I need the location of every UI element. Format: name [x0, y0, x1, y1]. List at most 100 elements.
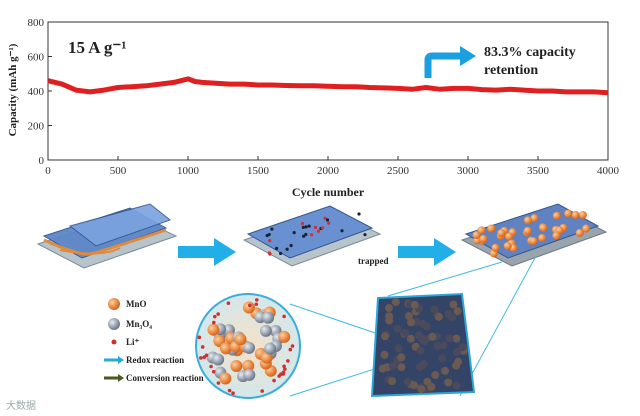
trapped-label: trapped: [358, 256, 389, 266]
particle-dot: [242, 359, 255, 372]
x-tick-label: 2000: [317, 165, 340, 177]
particle-dot: [323, 216, 327, 220]
particle-dot: [380, 332, 389, 341]
particle-dot: [505, 232, 514, 241]
particle-dot: [302, 234, 306, 238]
particle-dot: [394, 344, 403, 353]
particle-dot: [433, 341, 442, 350]
particle-dot: [255, 298, 259, 302]
particle-dot: [216, 381, 221, 385]
particle-dot: [491, 243, 500, 252]
x-tick-label: 1500: [247, 165, 270, 177]
particle-dot: [262, 311, 275, 324]
particle-dot: [290, 344, 295, 348]
particle-dot: [320, 226, 324, 230]
particle-dot: [419, 359, 428, 368]
x-tick-label: 1000: [177, 165, 200, 177]
olive-arrow-icon: [104, 374, 124, 382]
particle-dot: [406, 334, 415, 343]
particle-dot: [248, 303, 252, 308]
particle-dot: [503, 241, 512, 250]
particle-dot: [197, 335, 202, 340]
particle-dot: [427, 382, 436, 391]
particle-dot: [211, 369, 216, 374]
particle-dot: [529, 237, 538, 246]
retention-arrow-icon: [424, 52, 462, 78]
particle-dot: [267, 232, 271, 237]
particle-dot: [212, 353, 225, 366]
particle-dot: [453, 307, 462, 316]
particle-dot: [552, 231, 561, 240]
particle-dot: [213, 314, 217, 319]
particle-dot: [552, 211, 561, 220]
particle-dot: [327, 221, 331, 225]
x-tick-label: 4000: [597, 165, 620, 177]
red-dot-icon: [111, 339, 117, 345]
process-arrow-2-icon: [398, 238, 456, 266]
particle-dot: [420, 337, 429, 346]
particle-dot: [207, 323, 220, 336]
particle-dot: [487, 224, 496, 233]
particle-dot: [428, 332, 437, 341]
particle-dot: [582, 224, 591, 233]
particle-dot: [444, 378, 453, 387]
particle-dot: [282, 314, 286, 319]
particle-dot: [231, 391, 235, 395]
particle-dot: [289, 243, 293, 248]
y-tick-label: 200: [28, 121, 45, 133]
particle-dot: [243, 341, 256, 354]
x-tick-label: 0: [45, 165, 51, 177]
particle-dot: [309, 233, 314, 237]
particle-dot: [301, 225, 305, 229]
y-tick-label: 800: [28, 17, 45, 29]
particle-dot: [209, 364, 213, 369]
particle-dot: [385, 316, 394, 325]
particle-dot: [281, 371, 286, 375]
graphene-sheet-cycled-icon: [460, 203, 608, 267]
particle-dot: [363, 233, 367, 237]
particle-dot: [423, 322, 432, 331]
particle-dot: [530, 214, 539, 223]
particle-dot: [243, 368, 256, 381]
particle-dot: [447, 313, 456, 322]
legend-label-conversion: Conversion reaction: [126, 373, 204, 383]
particle-dot: [304, 225, 308, 229]
x-tick-label: 2500: [387, 165, 410, 177]
blue-arrow-icon: [104, 356, 124, 364]
particle-dot: [313, 225, 318, 230]
x-axis-title: Cycle number: [292, 185, 365, 199]
grey-sphere-icon: [108, 318, 120, 330]
graphene-sheet-lithiated-icon: [242, 205, 382, 267]
x-tick-label: 500: [110, 165, 127, 177]
particle-dot: [393, 324, 402, 333]
legend-label-redox: Redox reaction: [126, 355, 184, 365]
particle-dot: [216, 312, 220, 316]
particle-dot: [384, 304, 393, 313]
process-arrow-1-icon: [178, 238, 236, 266]
particle-dot: [340, 229, 344, 233]
particle-closeup-icon: [195, 293, 301, 399]
particle-dot: [439, 341, 448, 350]
particle-dot: [401, 329, 410, 338]
particle-dot: [272, 378, 276, 383]
particle-dot: [438, 354, 447, 363]
particle-dot: [227, 388, 232, 393]
y-tick-label: 400: [28, 86, 45, 98]
particle-dot: [575, 228, 584, 237]
particle-dot: [388, 377, 397, 386]
x-tick-label: 3500: [527, 165, 550, 177]
particle-dot: [260, 389, 265, 393]
particle-dot: [300, 221, 305, 226]
particle-dot: [397, 353, 406, 362]
particle-dot: [397, 363, 406, 372]
particle-dot: [452, 361, 461, 370]
particle-dot: [316, 229, 321, 233]
particle-dot: [325, 218, 330, 222]
particle-dot: [449, 300, 458, 309]
particle-dot: [391, 298, 400, 307]
capacity-chart: 0 500 1000 1500 2000 2500 3000 3500 4000 0 200 400 6…: [7, 17, 620, 199]
particle-dot: [417, 385, 426, 394]
particle-dot: [219, 342, 232, 355]
chart-title: 15 A g⁻¹: [68, 38, 127, 57]
particle-dot: [230, 360, 243, 373]
